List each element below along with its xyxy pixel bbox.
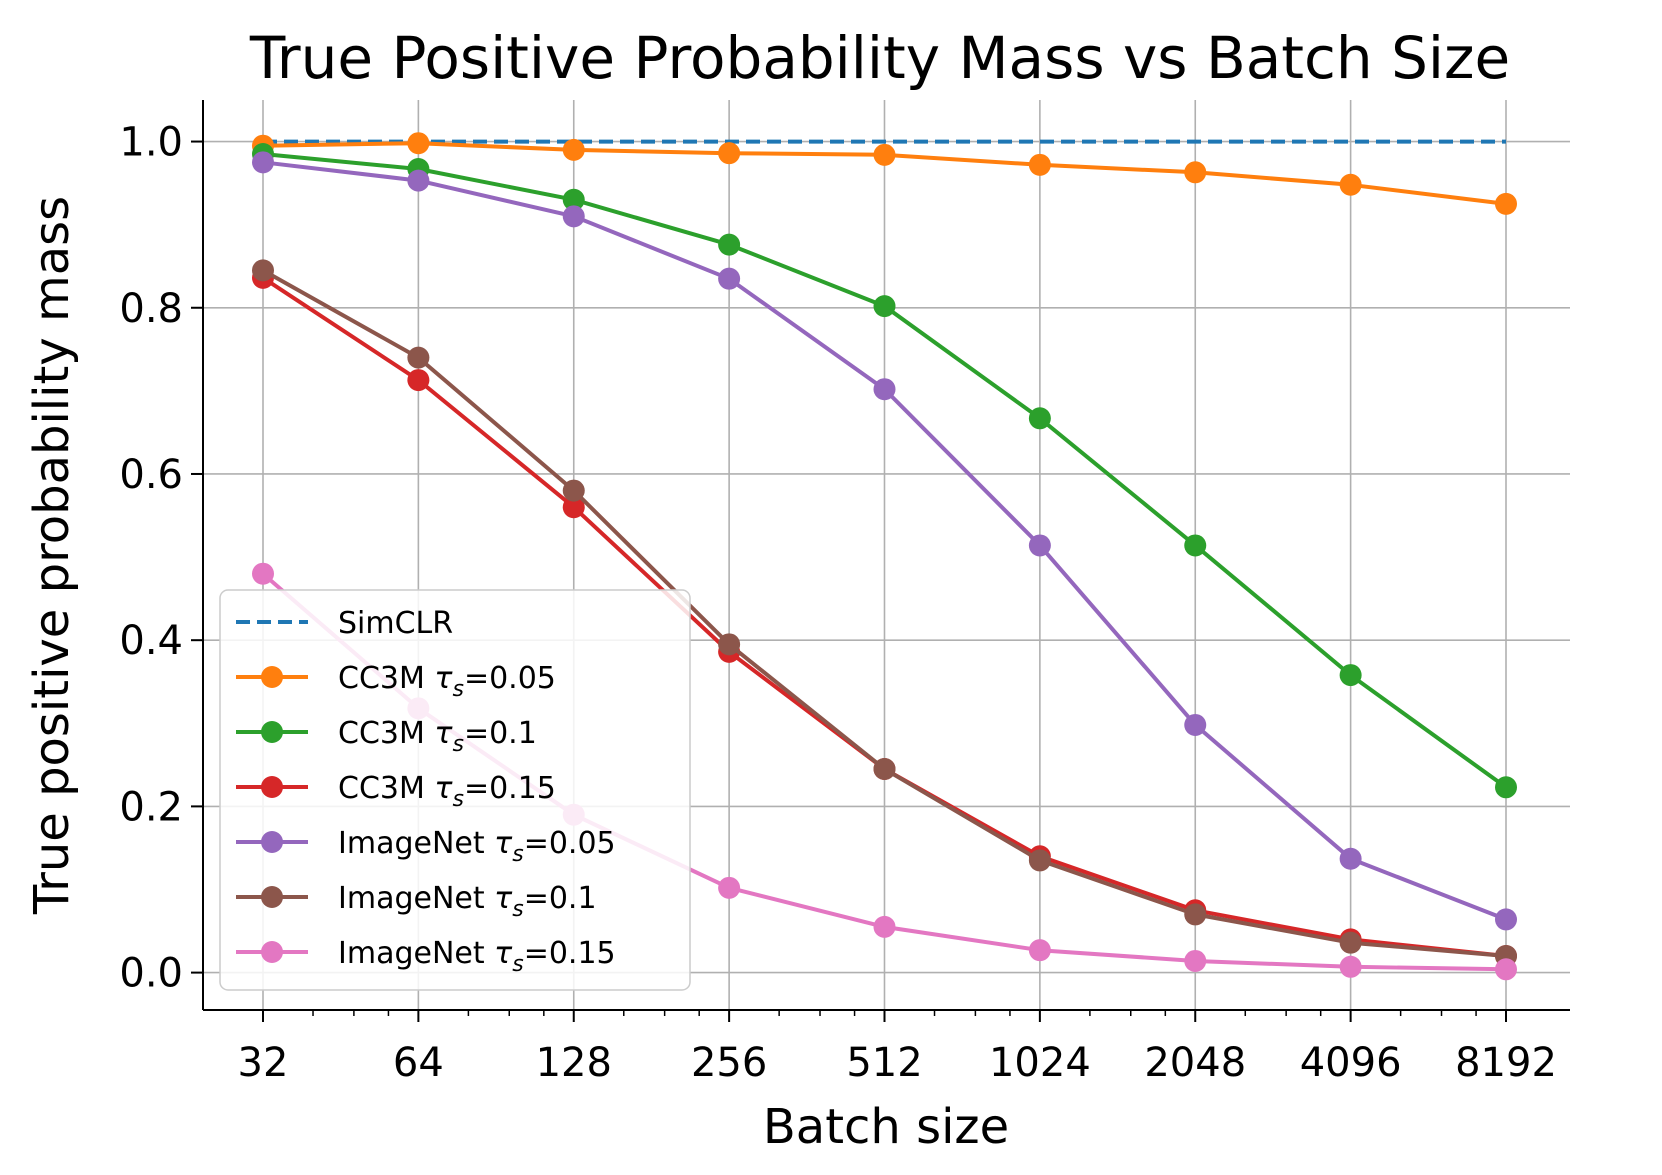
legend-label: ImageNet τs=0.05: [338, 826, 616, 867]
data-point: [1184, 161, 1207, 184]
y-tick-label: 0.4: [119, 618, 183, 664]
x-tick-label: 128: [536, 1040, 612, 1086]
legend-marker: [261, 941, 283, 963]
data-point: [407, 369, 430, 392]
legend-label: CC3M τs=0.1: [338, 716, 537, 757]
data-point: [873, 295, 896, 318]
legend-marker: [261, 666, 283, 688]
data-point: [562, 205, 585, 228]
x-tick-label: 1024: [989, 1040, 1091, 1086]
data-point: [562, 188, 585, 211]
data-point: [407, 132, 430, 155]
data-point: [1184, 903, 1207, 926]
data-point: [1184, 713, 1207, 736]
data-point: [718, 876, 741, 899]
legend-marker: [261, 831, 283, 853]
data-point: [1495, 908, 1517, 931]
data-point: [1339, 931, 1362, 954]
data-point: [718, 633, 741, 656]
x-tick-label: 32: [238, 1040, 289, 1086]
y-ticks: 0.0 0.2 0.4 0.6 0.8 1.0: [119, 120, 203, 997]
legend-label: ImageNet τs=0.15: [338, 936, 616, 977]
x-tick-label: 8192: [1455, 1040, 1557, 1086]
legend-marker: [261, 886, 283, 908]
data-point: [873, 915, 896, 938]
data-point: [1495, 776, 1517, 799]
legend-marker: [261, 721, 283, 743]
data-point: [562, 138, 585, 161]
data-point: [1028, 939, 1051, 962]
data-point: [718, 267, 741, 290]
data-point: [1028, 153, 1051, 176]
data-point: [1184, 534, 1207, 557]
y-tick-label: 0.0: [119, 951, 183, 997]
series-5: [252, 259, 1517, 967]
data-point: [1495, 192, 1517, 215]
data-point: [873, 757, 896, 780]
legend-marker: [261, 776, 283, 798]
legend-label: CC3M τs=0.15: [338, 771, 556, 812]
data-point: [1339, 664, 1362, 687]
x-tick-label: 256: [691, 1040, 767, 1086]
x-tick-label: 2048: [1144, 1040, 1246, 1086]
data-point: [407, 169, 430, 192]
series-layer: [252, 132, 1517, 981]
data-point: [873, 143, 896, 166]
data-point: [252, 151, 274, 174]
series-1: [252, 132, 1517, 215]
data-point: [562, 479, 585, 502]
data-point: [1339, 847, 1362, 870]
data-point: [718, 233, 741, 256]
data-point: [1184, 949, 1207, 972]
data-point: [873, 378, 896, 401]
data-point: [1028, 407, 1051, 430]
data-point: [252, 562, 274, 585]
x-tick-label: 512: [846, 1040, 922, 1086]
x-tick-label: 4096: [1300, 1040, 1402, 1086]
data-point: [1495, 958, 1517, 981]
legend-frame: [219, 589, 691, 991]
data-point: [1028, 534, 1051, 557]
data-point: [718, 142, 741, 165]
data-point: [1339, 173, 1362, 196]
legend-label: CC3M τs=0.05: [338, 661, 556, 702]
x-axis-label: Batch size: [763, 1099, 1009, 1155]
y-tick-label: 1.0: [119, 120, 183, 166]
data-point: [1339, 955, 1362, 978]
y-axis-label: True positive probability mass: [24, 196, 80, 915]
legend: SimCLR CC3M τs=0.05 CC3M τs=0.1 CC3M τs=0.1…: [219, 589, 691, 991]
chart-title: True Positive Probability Mass vs Batch …: [249, 24, 1510, 92]
y-tick-label: 0.8: [119, 286, 183, 332]
series-4: [252, 151, 1517, 931]
data-point: [252, 259, 274, 282]
axes: [202, 100, 1570, 1011]
x-tick-label: 64: [393, 1040, 444, 1086]
data-point: [407, 346, 430, 369]
y-tick-label: 0.2: [119, 784, 183, 830]
y-tick-label: 0.6: [119, 452, 183, 498]
data-point: [1028, 849, 1051, 872]
x-ticks: 32 64 128 256 512 1024 2048 4096 8192: [238, 1010, 1557, 1086]
legend-label: ImageNet τs=0.1: [338, 881, 597, 922]
data-point: [562, 496, 585, 519]
legend-label: SimCLR: [338, 606, 453, 641]
